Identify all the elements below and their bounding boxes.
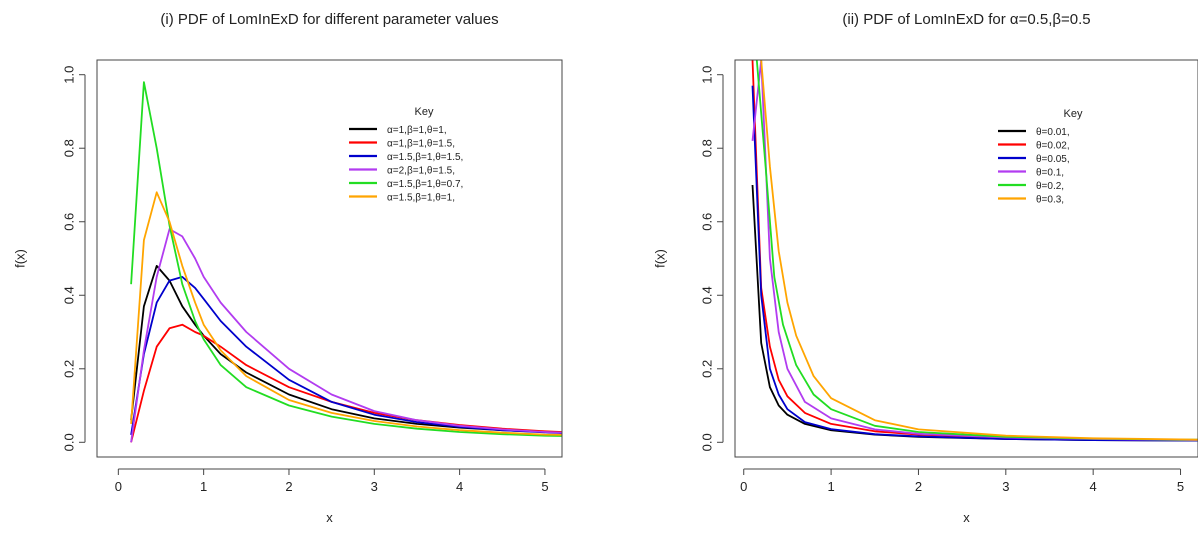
series-line-5 [130, 81, 562, 437]
x-tick-label: 3 [1002, 479, 1009, 494]
legend-entry-1: θ=0.01, [1036, 127, 1070, 138]
series-line-4 [130, 228, 562, 443]
legend-entry-5: α=1.5,β=1,θ=0.7, [387, 179, 463, 190]
y-tick-label: 1.0 [700, 66, 715, 84]
x-axis-label: x [963, 510, 970, 525]
series-line-1 [751, 184, 1198, 442]
y-tick-label: 0.6 [62, 213, 77, 231]
legend-entry-3: α=1.5,β=1,θ=1.5, [387, 152, 463, 163]
y-tick-label: 0.4 [62, 286, 77, 304]
x-tick-label: 2 [285, 479, 292, 494]
series-line-6 [130, 191, 562, 436]
x-axis-label: x [326, 510, 333, 525]
chart-panel-2: (ii) PDF of LomInExD for α=0.5,β=0.5 0 1 2 3… [653, 11, 1198, 525]
y-tick-label: 0.2 [62, 360, 77, 378]
x-tick-label: 1 [827, 479, 834, 494]
series-group [130, 81, 562, 443]
chart-title: (ii) PDF of LomInExD for α=0.5,β=0.5 [842, 11, 1090, 28]
y-tick-label: 0.8 [700, 139, 715, 157]
legend-entry-4: α=2,β=1,θ=1.5, [387, 166, 455, 177]
chart-title: (i) PDF of LomInExD for different parame… [160, 11, 498, 28]
series-line-1 [130, 264, 562, 434]
series-line-3 [130, 275, 562, 436]
y-tick-label: 0.4 [700, 286, 715, 304]
y-tick-label: 0.6 [700, 213, 715, 231]
series-line-6 [760, 60, 1198, 441]
legend-entry-2: θ=0.02, [1036, 141, 1070, 152]
series-line-3 [751, 85, 1198, 442]
y-tick-label: 0.0 [62, 433, 77, 451]
y-tick-label: 0.2 [700, 360, 715, 378]
legend-entry-2: α=1,β=1,θ=1.5, [387, 139, 455, 150]
x-tick-label: 0 [115, 479, 122, 494]
legend: Key α=1,β=1,θ=1, α=1,β=1,θ=1.5, α=1.5,β=1,θ… [349, 106, 463, 204]
legend-title: Key [1064, 108, 1083, 120]
legend-entry-6: θ=0.3, [1036, 195, 1064, 206]
x-tick-label: 3 [371, 479, 378, 494]
y-axis-label: f(x) [653, 249, 668, 268]
y-tick-label: 1.0 [62, 66, 77, 84]
series-group [751, 60, 1198, 442]
chart-panel-1: (i) PDF of LomInExD for different parame… [13, 11, 563, 525]
legend-entry-6: α=1.5,β=1,θ=1, [387, 193, 455, 204]
series-line-2 [130, 323, 562, 443]
y-tick-label: 0.0 [700, 433, 715, 451]
x-tick-label: 2 [915, 479, 922, 494]
legend-entry-5: θ=0.2, [1036, 181, 1064, 192]
legend-title: Key [415, 106, 434, 118]
legend-entry-4: θ=0.1, [1036, 168, 1064, 179]
x-tick-label: 5 [541, 479, 548, 494]
x-tick-label: 4 [1090, 479, 1097, 494]
plot-frame [734, 59, 1198, 458]
x-tick-label: 1 [200, 479, 207, 494]
plot-frame [96, 59, 563, 458]
y-axis-label: f(x) [13, 249, 28, 268]
legend-entry-3: θ=0.05, [1036, 154, 1070, 165]
x-tick-label: 5 [1177, 479, 1184, 494]
x-tick-label: 0 [740, 479, 747, 494]
legend-entry-1: α=1,β=1,θ=1, [387, 125, 447, 136]
legend: Key θ=0.01, θ=0.02, θ=0.05, θ=0.1, θ=0.2, θ=0.… [998, 108, 1083, 206]
y-tick-label: 0.8 [62, 139, 77, 157]
series-line-5 [755, 60, 1198, 441]
x-tick-label: 4 [456, 479, 463, 494]
